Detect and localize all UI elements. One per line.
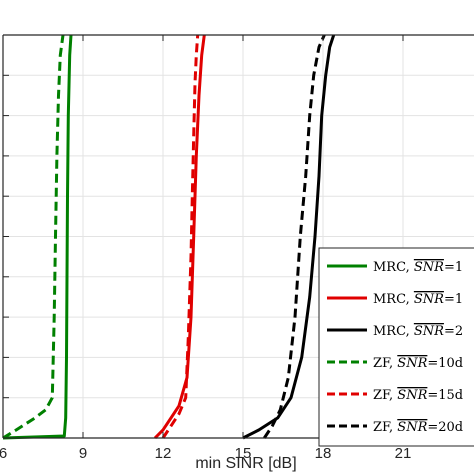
legend-label-prefix-1: MRC, — [373, 292, 414, 307]
legend-label-suffix-0: =1 — [444, 260, 463, 275]
legend-label-2: MRC, SNR=2 — [373, 324, 463, 339]
legend-label-suffix-2: =2 — [444, 324, 463, 339]
axes — [2, 34, 474, 439]
series-line-3 — [2, 34, 65, 440]
legend-label-0: MRC, SNR=1 — [373, 260, 463, 275]
x-axis-label: min SINR [dB] — [195, 455, 296, 472]
legend-label-symbol-2: SNR — [414, 324, 444, 339]
series-lines — [2, 34, 336, 440]
x-tick-label-3: 15 — [235, 445, 252, 462]
x-tick-label-5: 21 — [395, 445, 412, 462]
legend-label-symbol-3: SNR — [397, 356, 427, 371]
x-tick-label-0: 6 — [0, 445, 7, 462]
legend-label-5: ZF, SNR=20d — [373, 420, 463, 435]
legend-label-prefix-4: ZF, — [373, 388, 397, 403]
legend-label-1: MRC, SNR=1 — [373, 292, 463, 307]
legend-box — [318, 247, 474, 447]
legend-label-4: ZF, SNR=15d — [373, 388, 463, 403]
legend-label-suffix-1: =1 — [444, 292, 463, 307]
x-tick-labels: 6 9 12 15 18 21 — [0, 445, 411, 462]
series-line-5 — [263, 34, 326, 439]
legend-label-prefix-2: MRC, — [373, 324, 414, 339]
legend-label-suffix-3: =10d — [427, 356, 463, 371]
x-tick-label-1: 9 — [79, 445, 87, 462]
legend-label-symbol-4: SNR — [397, 388, 427, 403]
legend-label-symbol-0: SNR — [414, 260, 444, 275]
legend-label-prefix-0: MRC, — [373, 260, 414, 275]
x-tick-label-2: 12 — [155, 445, 172, 462]
series-line-1 — [153, 34, 206, 440]
x-tick-label-4: 18 — [315, 445, 332, 462]
series-line-0 — [2, 34, 73, 440]
legend-label-prefix-5: ZF, — [373, 420, 397, 435]
series-line-4 — [161, 34, 200, 439]
legend-label-suffix-4: =15d — [427, 388, 463, 403]
legend-label-prefix-3: ZF, — [373, 356, 397, 371]
legend-label-symbol-5: SNR — [397, 420, 427, 435]
legend-label-suffix-5: =20d — [427, 420, 463, 435]
legend-label-symbol-1: SNR — [414, 292, 444, 307]
legend-label-3: ZF, SNR=10d — [373, 356, 463, 371]
